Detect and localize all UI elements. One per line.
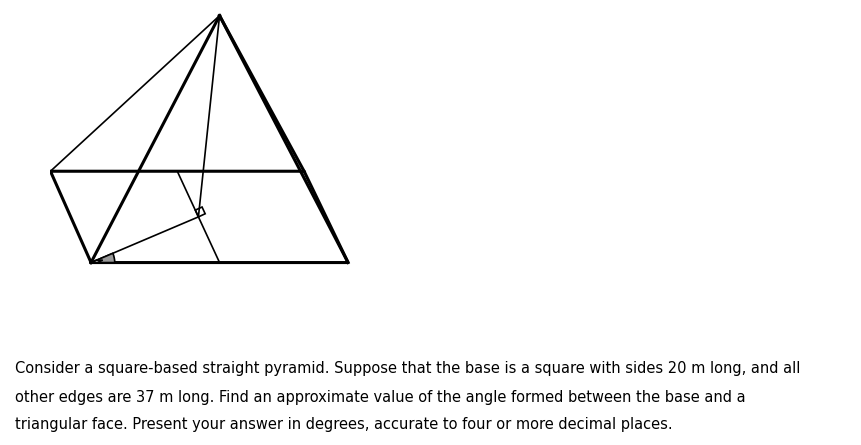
Wedge shape	[91, 253, 115, 263]
Text: Consider a square-based straight pyramid. Suppose that the base is a square with: Consider a square-based straight pyramid…	[15, 361, 801, 376]
Text: triangular face. Present your answer in degrees, accurate to four or more decima: triangular face. Present your answer in …	[15, 417, 673, 432]
Polygon shape	[91, 260, 102, 263]
Text: other edges are 37 m long. Find an approximate value of the angle formed between: other edges are 37 m long. Find an appro…	[15, 390, 746, 405]
